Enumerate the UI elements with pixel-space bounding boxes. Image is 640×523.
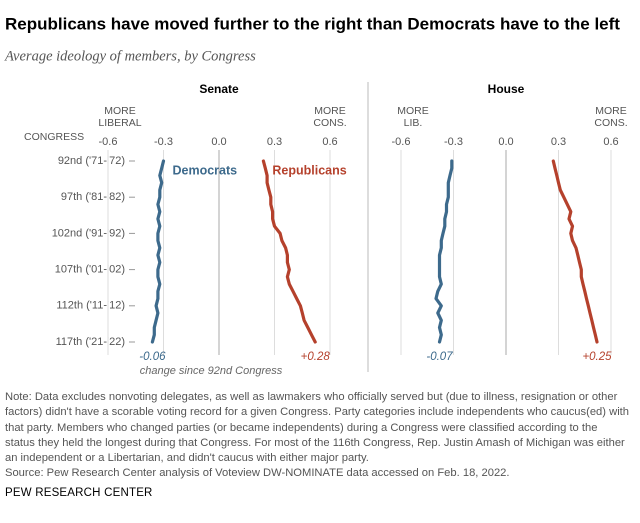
change-label: -0.07 <box>426 351 453 363</box>
source: Source: Pew Research Center analysis of … <box>5 467 510 480</box>
x-axis-label: MORE <box>595 105 627 117</box>
panel-title: Senate <box>199 82 239 96</box>
chart: Republicans have moved further to the ri… <box>4 14 628 377</box>
x-axis-label: LIB. <box>404 117 423 129</box>
x-axis-label: MORE <box>397 105 429 117</box>
x-tick-label: 0.6 <box>603 136 618 148</box>
x-tick-label: 0.6 <box>322 136 337 148</box>
chart-title: Republicans have moved further to the ri… <box>5 14 620 33</box>
y-axis-label: CONGRESS <box>24 131 84 143</box>
y-tick-label: 112th ('11-'12) <box>56 300 125 312</box>
x-tick-label: -0.6 <box>99 136 118 148</box>
y-tick-label: 92nd ('71-'72) <box>58 155 125 167</box>
x-axis-label: MORE <box>104 105 136 117</box>
y-tick-label: 102nd ('91-'92) <box>52 227 125 239</box>
note: Note: Data excludes nonvoting delegates,… <box>5 390 630 482</box>
x-tick-label: 0.0 <box>211 136 226 148</box>
series-line <box>551 159 599 344</box>
x-tick-label: 0.3 <box>267 136 282 148</box>
panel-title: House <box>488 82 525 96</box>
series-label: Republicans <box>272 163 346 177</box>
note-text: Note: Data excludes nonvoting delegates,… <box>5 391 630 465</box>
x-tick-label: -0.3 <box>154 136 173 148</box>
chart-subtitle: Average ideology of members, by Congress <box>4 48 256 64</box>
series-line <box>434 159 454 344</box>
series-line <box>150 159 166 344</box>
x-tick-label: 0.0 <box>498 136 513 148</box>
x-axis-label: CONS. <box>313 117 346 129</box>
footer: PEW RESEARCH CENTER <box>5 487 153 499</box>
change-label: -0.06 <box>139 351 166 363</box>
annotation: change since 92nd Congress <box>140 365 283 377</box>
x-tick-label: -0.6 <box>392 136 411 148</box>
y-tick-label: 107th ('01-'02) <box>55 264 125 276</box>
series-line <box>261 159 317 344</box>
x-tick-label: -0.3 <box>444 136 463 148</box>
series-label: Democrats <box>173 163 238 177</box>
change-label: +0.25 <box>582 351 612 363</box>
x-axis-label: LIBERAL <box>98 117 141 129</box>
x-tick-label: 0.3 <box>551 136 566 148</box>
change-label: +0.28 <box>301 351 331 363</box>
y-tick-label: 97th ('81-'82) <box>61 191 125 203</box>
y-tick-label: 117th ('21-'22) <box>56 336 125 348</box>
x-axis-label: MORE <box>314 105 346 117</box>
x-axis-label: CONS. <box>594 117 627 129</box>
